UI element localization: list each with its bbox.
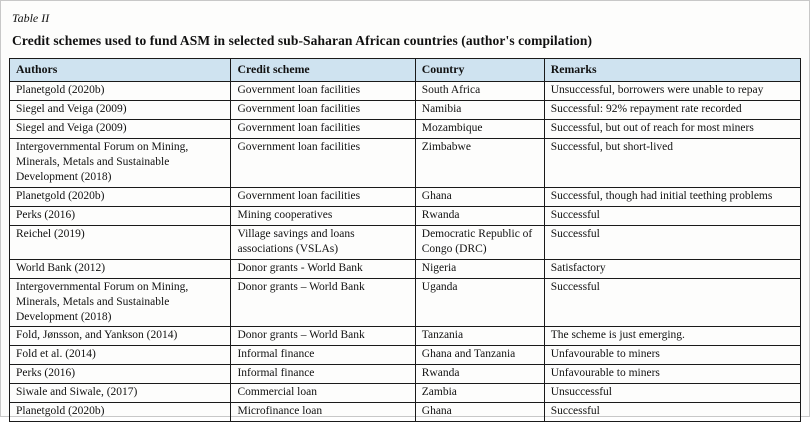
cell-country: Zimbabwe — [414, 138, 545, 188]
cell-remarks: Successful — [543, 205, 802, 226]
cell-country: Mozambique — [414, 119, 545, 140]
cell-remarks: Unsuccessful — [543, 383, 802, 404]
cell-credit-scheme: Informal finance — [230, 364, 416, 385]
cell-authors: Planetgold (2020b) — [8, 186, 232, 207]
table-caption: Credit schemes used to fund ASM in selec… — [12, 33, 593, 48]
cell-authors: Perks (2016) — [8, 364, 232, 385]
table-row: Siegel and Veiga (2009) Government loan … — [8, 100, 802, 121]
cell-country: Ghana and Tanzania — [414, 345, 545, 366]
table-row: Reichel (2019) Village savings and loans… — [8, 224, 802, 260]
cell-credit-scheme: Donor grants – World Bank — [230, 326, 416, 347]
column-header-country: Country — [414, 57, 545, 83]
cell-credit-scheme: Informal finance — [230, 345, 416, 366]
cell-credit-scheme: Government loan facilities — [230, 119, 416, 140]
cell-credit-scheme: Government loan facilities — [230, 186, 416, 207]
table-row: Fold et al. (2014) Informal finance Ghan… — [8, 345, 802, 366]
cell-remarks: Successful, though had initial teething … — [543, 186, 802, 207]
cell-credit-scheme: Village savings and loans associations (… — [230, 224, 416, 260]
cell-credit-scheme: Mining cooperatives — [230, 205, 416, 226]
table-row: Fold, Jønsson, and Yankson (2014) Donor … — [8, 326, 802, 347]
cell-country: Rwanda — [414, 364, 545, 385]
cell-authors: Planetgold (2020b) — [8, 81, 232, 102]
cell-remarks: Unfavourable to miners — [543, 364, 802, 385]
cell-credit-scheme: Donor grants - World Bank — [230, 258, 416, 279]
cell-authors: Siwale and Siwale, (2017) — [8, 383, 232, 404]
cell-country: Nigeria — [414, 258, 545, 279]
cell-credit-scheme: Commercial loan — [230, 383, 416, 404]
cell-authors: Perks (2016) — [8, 205, 232, 226]
column-header-remarks: Remarks — [543, 57, 802, 83]
table-row: Planetgold (2020b) Government loan facil… — [8, 81, 802, 102]
table-row: Perks (2016) Mining cooperatives Rwanda … — [8, 205, 802, 226]
cell-country: Zambia — [414, 383, 545, 404]
cell-remarks: Successful, but out of reach for most mi… — [543, 119, 802, 140]
cell-credit-scheme: Government loan facilities — [230, 100, 416, 121]
cell-authors: Siegel and Veiga (2009) — [8, 119, 232, 140]
cell-credit-scheme: Government loan facilities — [230, 81, 416, 102]
cell-remarks: Successful, but short-lived — [543, 138, 802, 188]
column-header-credit-scheme: Credit scheme — [230, 57, 416, 83]
credit-schemes-table: Authors Credit scheme Country Remarks Pl… — [8, 57, 802, 422]
table-row: Planetgold (2020b) Microfinance loan Gha… — [8, 402, 802, 422]
cell-remarks: Successful: 92% repayment rate recorded — [543, 100, 802, 121]
cell-credit-scheme: Microfinance loan — [230, 402, 416, 422]
cell-country: Rwanda — [414, 205, 545, 226]
cell-authors: Fold, Jønsson, and Yankson (2014) — [8, 326, 232, 347]
cell-authors: Fold et al. (2014) — [8, 345, 232, 366]
cell-remarks: Successful — [543, 277, 802, 328]
cell-authors: World Bank (2012) — [8, 258, 232, 279]
cell-country: Ghana — [414, 402, 545, 422]
cell-remarks: Unsuccessful, borrowers were unable to r… — [543, 81, 802, 102]
cell-credit-scheme: Donor grants – World Bank — [230, 277, 416, 328]
table-row: Siegel and Veiga (2009) Government loan … — [8, 119, 802, 140]
column-header-authors: Authors — [8, 57, 232, 83]
cell-authors: Planetgold (2020b) — [8, 402, 232, 422]
cell-remarks: Unfavourable to miners — [543, 345, 802, 366]
cell-country: Namibia — [414, 100, 545, 121]
table-row: Intergovernmental Forum on Mining, Miner… — [8, 138, 802, 188]
cell-remarks: Successful — [543, 224, 802, 260]
cell-country: Ghana — [414, 186, 545, 207]
table-row: World Bank (2012) Donor grants - World B… — [8, 258, 802, 279]
cell-remarks: Satisfactory — [543, 258, 802, 279]
cell-country: Uganda — [414, 277, 545, 328]
table-row: Siwale and Siwale, (2017) Commercial loa… — [8, 383, 802, 404]
cell-authors: Siegel and Veiga (2009) — [8, 100, 232, 121]
cell-authors: Intergovernmental Forum on Mining, Miner… — [8, 277, 232, 328]
cell-country: Tanzania — [414, 326, 545, 347]
table-label: Table II — [12, 11, 50, 25]
table-row: Intergovernmental Forum on Mining, Miner… — [8, 277, 802, 328]
cell-authors: Reichel (2019) — [8, 224, 232, 260]
table-row: Planetgold (2020b) Government loan facil… — [8, 186, 802, 207]
cell-remarks: The scheme is just emerging. — [543, 326, 802, 347]
cell-credit-scheme: Government loan facilities — [230, 138, 416, 188]
cell-remarks: Successful — [543, 402, 802, 422]
cell-authors: Intergovernmental Forum on Mining, Miner… — [8, 138, 232, 188]
header-row: Authors Credit scheme Country Remarks — [8, 57, 802, 83]
cell-country: South Africa — [414, 81, 545, 102]
table-row: Perks (2016) Informal finance Rwanda Unf… — [8, 364, 802, 385]
cell-country: Democratic Republic of Congo (DRC) — [414, 224, 545, 260]
